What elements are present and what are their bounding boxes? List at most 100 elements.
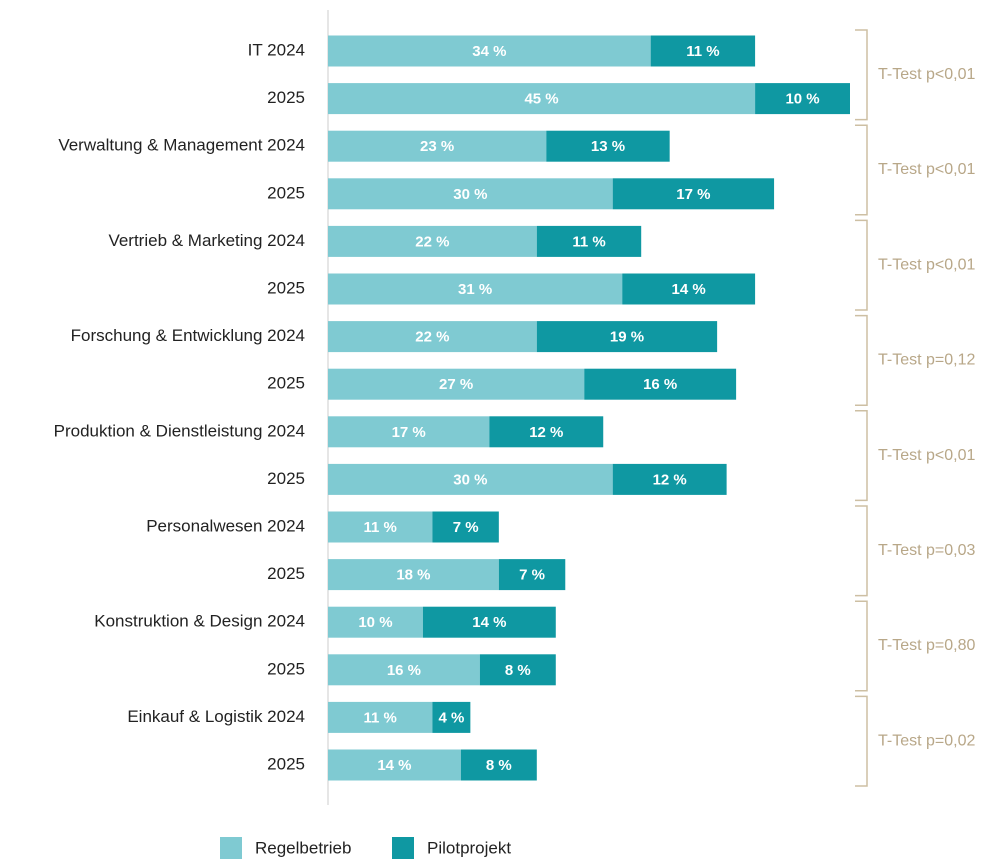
category-label: 2025 <box>267 564 305 583</box>
annotation: T-Test p=0,02 <box>878 732 975 749</box>
bar-segment <box>328 463 613 495</box>
annotation: T-Test p=0,80 <box>878 637 975 654</box>
bar-segment <box>328 178 613 210</box>
legend-swatch <box>392 837 414 859</box>
legend-label: Pilotprojekt <box>427 838 511 857</box>
bar-segment <box>536 321 718 353</box>
category-label: Konstruktion & Design 2024 <box>94 612 305 631</box>
bar-segment <box>328 368 585 400</box>
annotation: T-Test p=0,12 <box>878 352 975 369</box>
value-label: 7 % <box>519 567 545 584</box>
bar-segment <box>432 511 499 543</box>
category-label: 2025 <box>267 469 305 488</box>
value-label: 7 % <box>453 519 479 536</box>
category-label: Forschung & Entwicklung 2024 <box>71 326 305 345</box>
value-label: 30 % <box>453 471 487 488</box>
value-label: 11 % <box>686 43 719 60</box>
value-label: 30 % <box>453 186 487 203</box>
value-label: 34 % <box>472 43 506 60</box>
bar-segment <box>584 368 737 400</box>
value-label: 12 % <box>529 424 563 441</box>
bar-segment <box>498 559 566 591</box>
category-label: 2025 <box>267 183 305 202</box>
bracket <box>855 600 868 692</box>
bar-segment <box>328 511 433 543</box>
value-label: 22 % <box>415 329 449 346</box>
category-label: Vertrieb & Marketing 2024 <box>108 231 305 250</box>
value-label: 17 % <box>392 424 426 441</box>
value-label: 10 % <box>358 614 392 631</box>
bracket <box>855 29 868 121</box>
bar-segment <box>328 654 480 686</box>
bar-segment <box>479 654 556 686</box>
bar-segment <box>328 35 651 67</box>
bar-segment <box>460 749 537 781</box>
bracket <box>855 695 868 787</box>
bracket <box>855 219 868 311</box>
bar-segment <box>328 559 499 591</box>
bar-segment <box>612 463 727 495</box>
value-label: 18 % <box>396 567 430 584</box>
annotation: T-Test p<0,01 <box>878 447 975 464</box>
bar-segment <box>755 83 850 115</box>
category-label: 2025 <box>267 88 305 107</box>
annotation: T-Test p<0,01 <box>878 256 975 273</box>
category-label: Verwaltung & Management 2024 <box>58 136 305 155</box>
value-label: 31 % <box>458 281 492 298</box>
value-label: 11 % <box>364 519 397 536</box>
value-label: 45 % <box>524 91 558 108</box>
value-label: 19 % <box>610 329 644 346</box>
value-label: 22 % <box>415 233 449 250</box>
bar-segment <box>328 321 537 353</box>
bar-segment <box>622 273 756 305</box>
bar-segment <box>432 701 471 733</box>
bar-segment <box>328 130 547 162</box>
bar-segment <box>546 130 670 162</box>
value-label: 14 % <box>472 614 506 631</box>
value-label: 16 % <box>387 662 421 679</box>
category-label: 2025 <box>267 278 305 297</box>
value-label: 23 % <box>420 138 454 155</box>
bracket <box>855 410 868 502</box>
legend-swatch <box>220 837 242 859</box>
category-label: IT 2024 <box>248 40 305 59</box>
value-label: 4 % <box>438 709 464 726</box>
bar-segment <box>328 749 461 781</box>
value-label: 11 % <box>364 709 397 726</box>
bar-segment <box>328 701 433 733</box>
bracket <box>855 124 868 216</box>
value-label: 8 % <box>505 662 531 679</box>
value-label: 14 % <box>377 757 411 774</box>
bar-segment <box>328 606 423 638</box>
category-label: Personalwesen 2024 <box>146 516 305 535</box>
value-label: 13 % <box>591 138 625 155</box>
bar-segment <box>328 416 490 448</box>
bar-segment <box>328 225 537 257</box>
value-label: 16 % <box>643 376 677 393</box>
legend-label: Regelbetrieb <box>255 838 351 857</box>
category-label: 2025 <box>267 754 305 773</box>
bar-segment <box>536 225 642 257</box>
category-label: 2025 <box>267 374 305 393</box>
bar-segment <box>650 35 756 67</box>
bar-segment <box>612 178 775 210</box>
bracket <box>855 314 868 406</box>
annotation: T-Test p<0,01 <box>878 66 975 83</box>
value-label: 11 % <box>572 233 605 250</box>
bar-segment <box>328 273 623 305</box>
bracket <box>855 505 868 597</box>
value-label: 27 % <box>439 376 473 393</box>
value-label: 10 % <box>785 91 819 108</box>
bar-segment <box>489 416 604 448</box>
value-label: 14 % <box>672 281 706 298</box>
value-label: 17 % <box>676 186 710 203</box>
bar-segment <box>422 606 556 638</box>
bar-segment <box>328 83 756 115</box>
value-label: 8 % <box>486 757 512 774</box>
category-label: 2025 <box>267 659 305 678</box>
category-label: Einkauf & Logistik 2024 <box>127 707 305 726</box>
annotation: T-Test p<0,01 <box>878 161 975 178</box>
value-label: 12 % <box>653 471 687 488</box>
category-label: Produktion & Dienstleistung 2024 <box>54 421 305 440</box>
